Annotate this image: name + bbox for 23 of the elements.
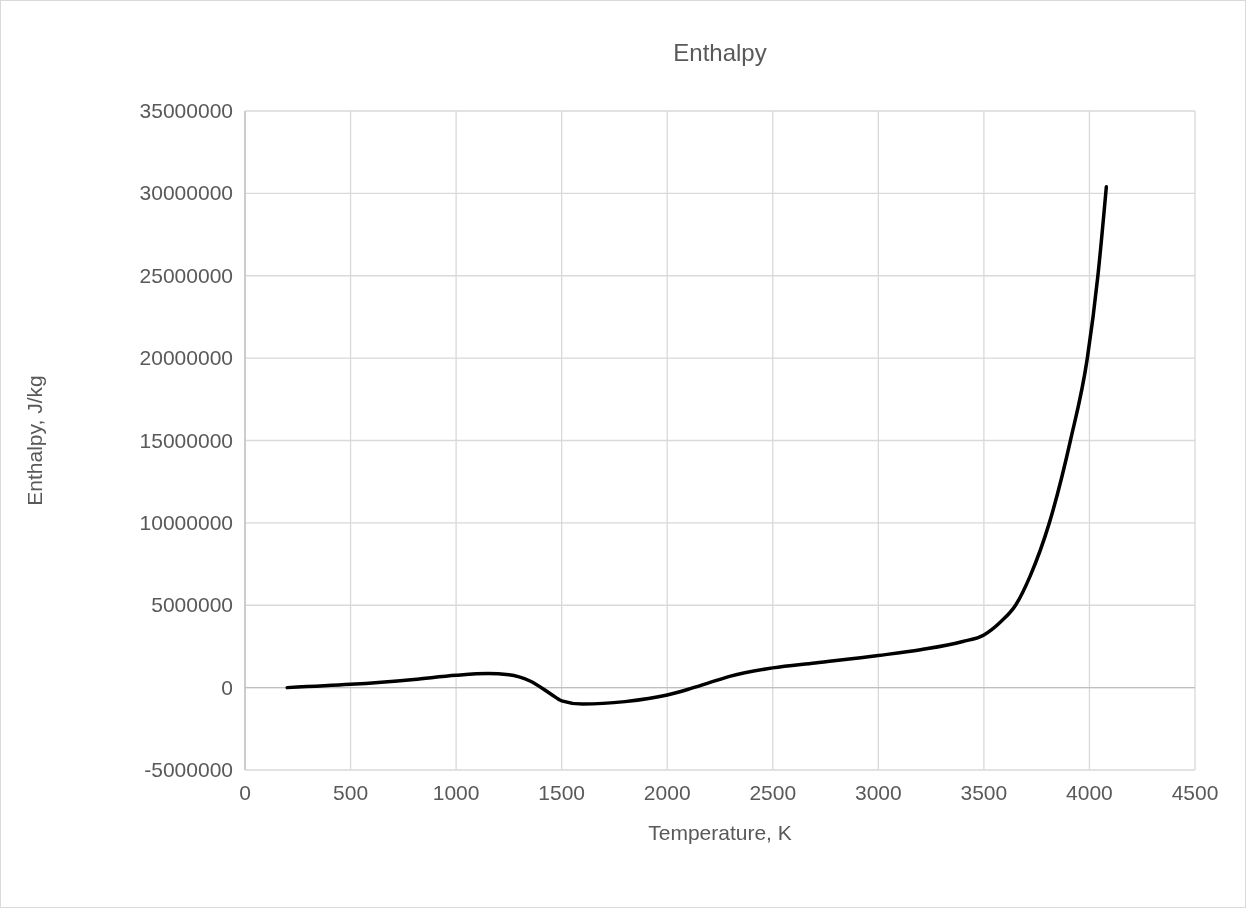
x-tick-label: 4500 [1171,781,1219,804]
y-tick-label: 0 [221,675,233,699]
x-tick-label: 2000 [643,781,691,804]
y-tick-label: 15000000 [139,428,233,452]
x-axis-title: Temperature, K [648,821,792,844]
x-tick-label: 0 [239,781,251,804]
x-tick-label: 1500 [538,781,586,804]
x-tick-label: 3500 [960,781,1008,804]
y-tick-label: 25000000 [139,263,233,287]
x-tick-label: 2500 [749,781,797,804]
y-tick-label: 20000000 [139,346,233,370]
y-axis-title: Enthalpy, J/kg [23,375,46,506]
x-tick-label: 500 [333,781,369,804]
x-tick-label: 4000 [1066,781,1113,804]
y-tick-label: 30000000 [139,181,233,205]
y-tick-label: 5000000 [151,593,233,617]
chart-title: Enthalpy [673,39,767,66]
x-tick-label: 3000 [854,781,902,804]
y-tick-label: 35000000 [139,99,233,122]
y-tick-label: 10000000 [139,510,233,534]
y-tick-label: -5000000 [144,758,233,781]
x-tick-label: 1000 [432,781,480,804]
line-series [285,185,1109,706]
